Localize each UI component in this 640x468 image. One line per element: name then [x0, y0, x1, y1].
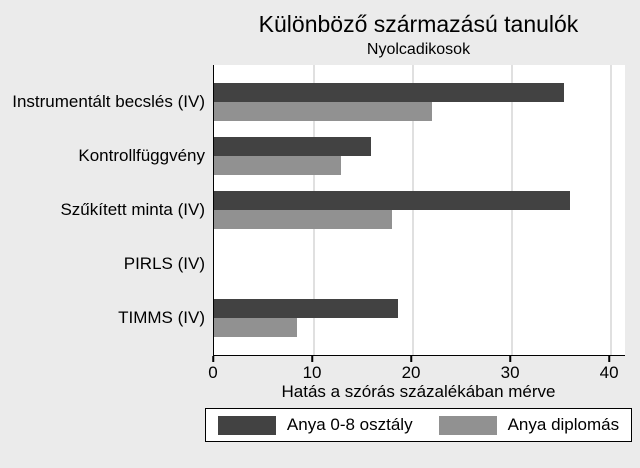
x-tick — [608, 356, 610, 362]
gridline-40 — [610, 65, 612, 355]
bar — [214, 156, 341, 175]
legend-label: Anya 0-8 osztály — [286, 415, 413, 434]
x-tick — [410, 356, 412, 362]
plot-area — [213, 65, 625, 356]
x-axis-label: Hatás a szórás százalékában mérve — [281, 382, 556, 401]
x-tick-label: 30 — [500, 363, 520, 382]
x-tick-label: 20 — [401, 363, 421, 382]
bar — [214, 210, 393, 229]
bar-group — [214, 75, 625, 129]
x-tick — [311, 356, 313, 362]
x-tick — [509, 356, 511, 362]
legend-label: Anya diplomás — [507, 415, 620, 434]
gridline-30 — [511, 65, 513, 355]
bar-rows — [214, 65, 625, 355]
bar — [214, 191, 570, 210]
category-label: PIRLS (IV) — [123, 254, 205, 273]
bar — [214, 83, 564, 102]
x-tick — [212, 356, 214, 362]
bar-group — [214, 237, 625, 291]
x-axis: 0 10 20 30 40 — [208, 356, 624, 400]
category-axis: Instrumentált becslés (IV) Kontrollfüggvé… — [0, 65, 205, 355]
chart-title: Különböző származású tanulók — [258, 11, 579, 37]
legend-swatch — [217, 415, 276, 435]
x-tick-label: 10 — [302, 363, 322, 382]
bar — [214, 318, 298, 337]
bar-group — [214, 129, 625, 183]
gridline-20 — [412, 65, 414, 355]
category-label: Kontrollfüggvény — [78, 146, 205, 165]
legend: Anya 0-8 osztály Anya diplomás — [204, 408, 633, 442]
category-label: TIMMS (IV) — [118, 308, 205, 327]
legend-swatch — [438, 415, 497, 435]
bar — [214, 299, 399, 318]
category-label: Szűkített minta (IV) — [60, 200, 205, 219]
category-label: Instrumentált becslés (IV) — [12, 92, 205, 111]
x-tick-label: 40 — [599, 363, 619, 382]
bar — [214, 102, 432, 121]
legend-area: Anya 0-8 osztály Anya diplomás — [204, 408, 633, 442]
legend-item: Anya 0-8 osztály — [217, 415, 413, 435]
chart-subtitle: Nyolcadikosok — [366, 41, 471, 58]
bar-group — [214, 183, 625, 237]
legend-item: Anya diplomás — [438, 415, 620, 435]
bar-group — [214, 291, 625, 345]
x-tick-label: 0 — [208, 363, 218, 382]
bar — [214, 137, 372, 156]
